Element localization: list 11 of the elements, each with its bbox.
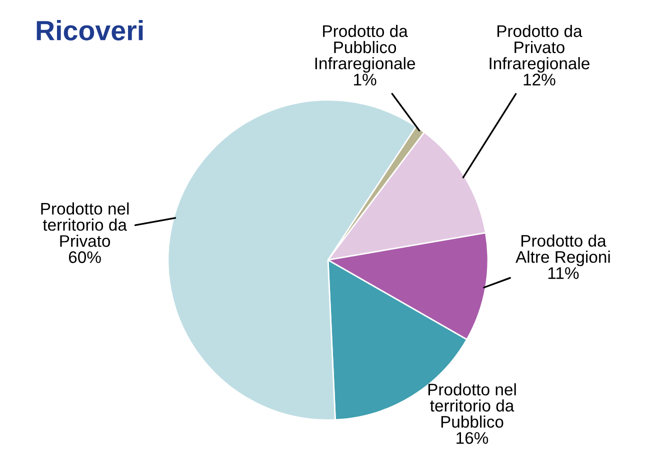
slice-label: Prodotto nel territorio da Privato bbox=[41, 202, 129, 247]
data-label: 12% bbox=[524, 74, 556, 86]
data-label: 1% bbox=[354, 74, 376, 86]
slice-label: Prodotto nel territorio da Pubblico bbox=[428, 383, 516, 428]
chart-title: Ricoveri bbox=[36, 20, 143, 40]
slice-label: Prodotto da Pubblico Infraregionale bbox=[315, 24, 416, 73]
data-label: 16% bbox=[456, 432, 488, 444]
slice-label: Prodotto da Altre Regioni bbox=[516, 234, 610, 266]
data-label: 11% bbox=[548, 267, 579, 279]
slice-label: Prodotto da Privato Infraregionale bbox=[490, 24, 590, 73]
data-label: 60% bbox=[68, 251, 101, 264]
